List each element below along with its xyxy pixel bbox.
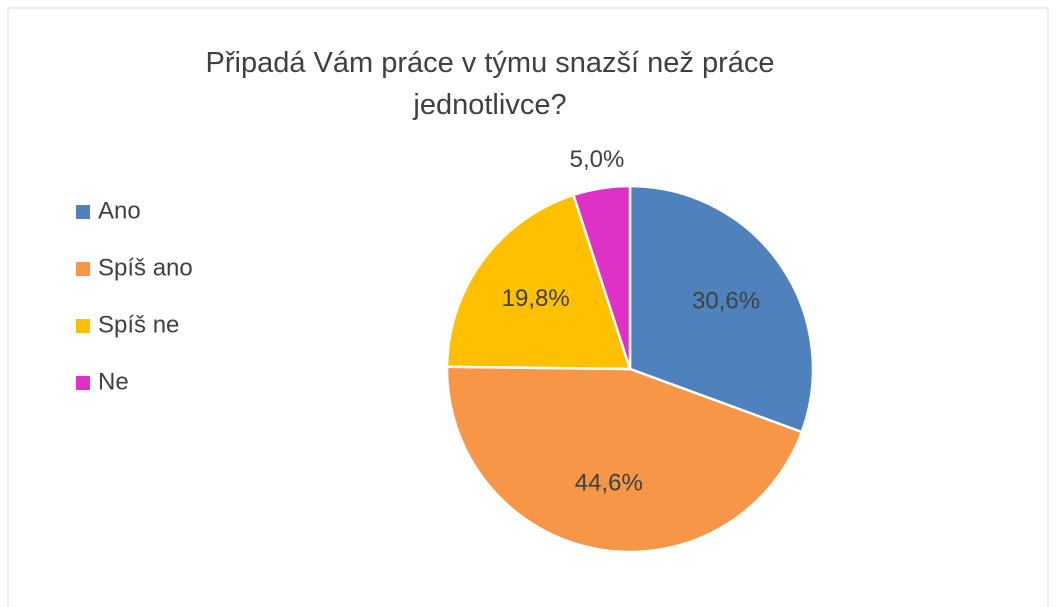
legend-swatch xyxy=(76,205,90,219)
legend-label: Spíš ne xyxy=(98,311,179,338)
pie-slice xyxy=(445,193,632,371)
legend-swatch xyxy=(76,376,90,390)
data-label: 5,0% xyxy=(570,146,625,173)
legend-label: Ne xyxy=(98,368,129,395)
data-label: 44,6% xyxy=(575,470,643,497)
pie-slice xyxy=(571,184,632,370)
pie-slice xyxy=(445,365,804,554)
legend-swatch xyxy=(76,262,90,276)
chart-border xyxy=(7,7,1049,607)
data-label: 19,8% xyxy=(502,285,570,312)
pie-slice xyxy=(628,184,815,434)
legend-label: Ano xyxy=(98,197,141,224)
chart-title: Připadá Vám práce v týmu snazší než prác… xyxy=(205,47,775,121)
legend-swatch xyxy=(76,319,90,333)
legend-label: Spíš ano xyxy=(98,254,193,281)
data-label: 30,6% xyxy=(692,287,760,314)
